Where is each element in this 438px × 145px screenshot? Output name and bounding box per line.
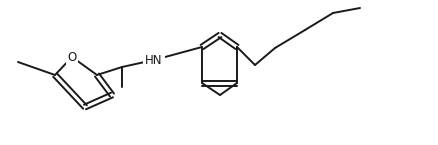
Text: O: O [67, 50, 77, 64]
Text: HN: HN [145, 54, 162, 67]
